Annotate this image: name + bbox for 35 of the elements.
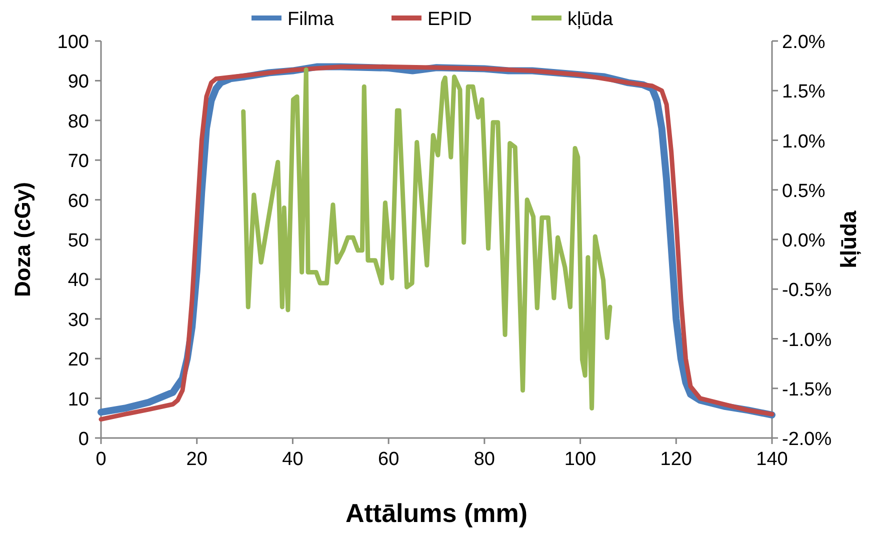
line-series: [241, 68, 612, 410]
y2-tick-label: -1.5%: [782, 379, 832, 400]
y-tick-label: 90: [68, 72, 89, 93]
x-tick-label: 40: [282, 449, 304, 470]
y2-tick-label: 0.5%: [782, 180, 826, 202]
x-tick-label: 60: [378, 449, 400, 470]
y-tick-label: 80: [68, 111, 89, 132]
y-tick-label: 0: [78, 429, 89, 450]
y-tick-label: 20: [68, 350, 89, 371]
y-tick-label: 70: [68, 151, 89, 172]
x-axis-title: Attālums (mm): [345, 498, 528, 528]
y-tick-label: 60: [68, 190, 89, 212]
x-tick-label: 120: [660, 449, 692, 470]
y-tick-label: 50: [68, 230, 89, 252]
y-tick-label: 40: [68, 270, 89, 292]
y-tick-label: 30: [68, 310, 89, 331]
y2-tick-label: 1.5%: [782, 82, 826, 103]
y2-tick-label: -2.0%: [782, 429, 832, 450]
x-tick-label: 80: [474, 449, 495, 470]
x-tick-label: 20: [186, 449, 208, 470]
legend-label: kļūda: [568, 9, 614, 30]
legend-label: Filma: [288, 9, 334, 30]
y2-axis-title: kļūda: [836, 210, 861, 268]
y2-tick-label: 2.0%: [782, 32, 826, 53]
y-axis-title: Doza (cGy): [10, 182, 35, 297]
y2-tick-label: 0.0%: [782, 230, 826, 252]
y-tick-label: 100: [57, 32, 89, 53]
x-tick-label: 140: [756, 449, 788, 470]
y2-tick-label: -1.0%: [782, 330, 832, 351]
y2-tick-label: 1.0%: [782, 131, 826, 152]
y-tick-label: 10: [68, 389, 89, 410]
legend-label: EPID: [428, 9, 472, 30]
x-tick-label: 100: [564, 449, 596, 470]
x-tick-label: 0: [96, 449, 106, 470]
y2-tick-label: -0.5%: [782, 280, 832, 302]
